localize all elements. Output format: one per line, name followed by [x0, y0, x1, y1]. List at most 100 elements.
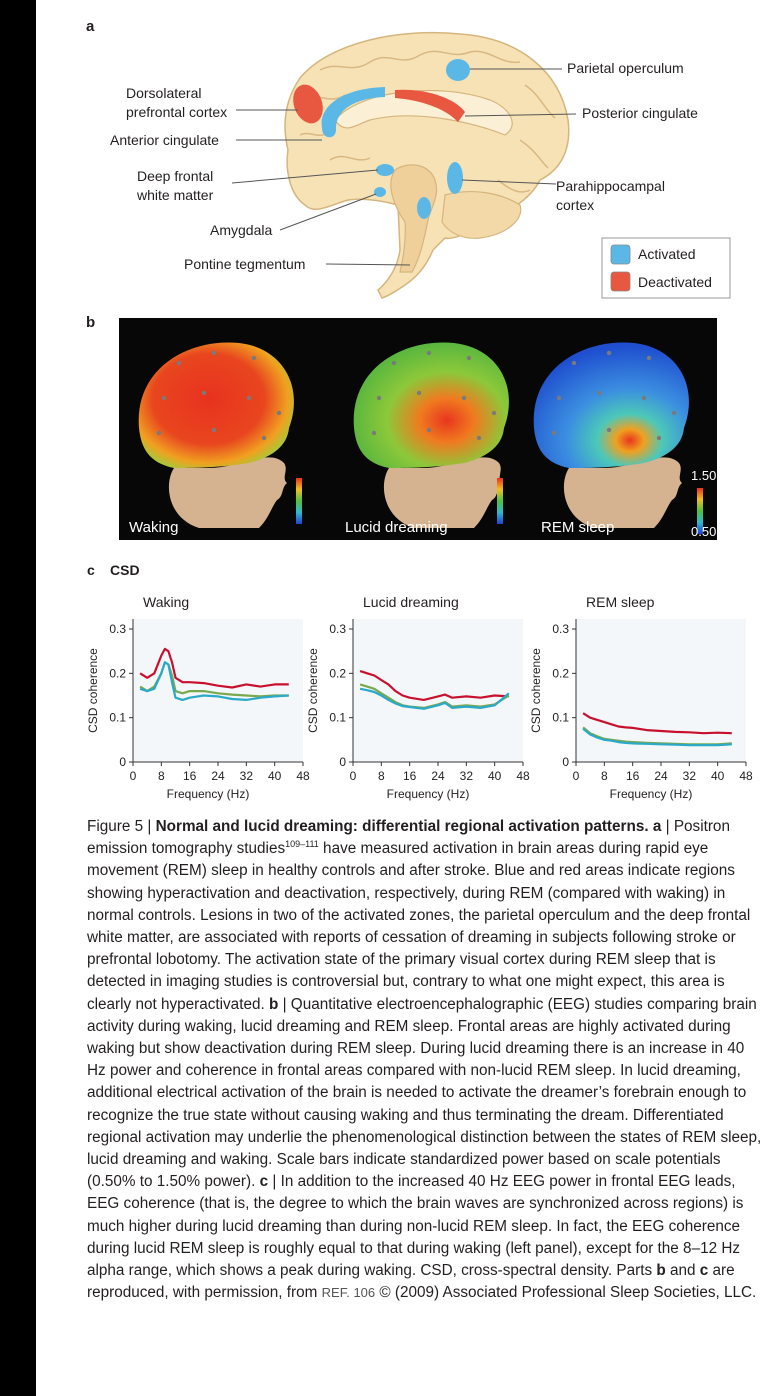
label-parietal-operculum: Parietal operculum	[567, 60, 684, 76]
amygdala-region	[374, 187, 386, 197]
label-dorsolateral: Dorsolateral	[126, 85, 201, 101]
x-tick-label-2: 40	[711, 769, 725, 783]
x-tick-label-2: 8	[601, 769, 608, 783]
chart-title-1: Lucid dreaming	[363, 594, 459, 610]
panel-b-label: b	[86, 314, 96, 331]
label-amygdala: Amygdala	[210, 222, 272, 238]
legend-deactivated-label: Deactivated	[638, 274, 712, 290]
chart-title-0: Waking	[143, 594, 189, 610]
head-waking	[138, 342, 294, 528]
x-tick-label-1: 16	[403, 769, 417, 783]
y-axis-label-1: CSD coherence	[306, 648, 320, 733]
series-red-0	[139, 647, 289, 689]
figure-caption: Figure 5 | Normal and lucid dreaming: di…	[87, 816, 767, 1304]
legend-activated-label: Activated	[638, 246, 696, 262]
x-tick-label-0: 8	[158, 769, 165, 783]
head-rem-sleep	[533, 342, 689, 528]
label-posterior-cingulate: Posterior cingulate	[582, 105, 698, 121]
caption-c-and: and	[665, 1262, 700, 1280]
panel-c-label: c	[87, 562, 95, 578]
series-blue-0	[139, 661, 289, 701]
caption-rem-sleep: REM sleep	[541, 519, 614, 536]
panel-a-label: a	[86, 18, 95, 35]
x-tick-label-2: 24	[654, 769, 668, 783]
anterior-cingulate-region	[321, 87, 385, 138]
x-tick-label-1: 48	[516, 769, 530, 783]
scale-bar-waking	[296, 478, 302, 524]
x-tick-label-0: 0	[130, 769, 137, 783]
eeg-head-maps: 1.50 0.50 Waking Lucid dreaming REM slee…	[119, 318, 717, 540]
caption-b-text: | Quantitative electroencephalographic (…	[87, 995, 762, 1191]
label-cortex: cortex	[556, 197, 594, 213]
y-tick-label-2: 0	[562, 755, 569, 769]
x-tick-label-1: 32	[460, 769, 474, 783]
panel-c-title: CSD	[110, 562, 140, 578]
label-deep-frontal: Deep frontal	[137, 168, 213, 184]
caption-c-text-1: | In addition to the increased 40 Hz EEG…	[87, 1173, 744, 1280]
caption-c-text-2: are reproduced, with permission, from	[87, 1262, 735, 1302]
label-white-matter: white matter	[136, 187, 214, 203]
label-parahippocampal: Parahippocampal	[556, 178, 665, 194]
y-axis-label-2: CSD coherence	[529, 648, 543, 733]
cerebellum	[441, 190, 522, 239]
y-tick-label-2: 0.2	[552, 666, 569, 680]
y-tick-label-1: 0.1	[329, 711, 346, 725]
y-axis-label-0: CSD coherence	[86, 648, 100, 733]
caption-c-text-3: © (2009) Associated Professional Sleep S…	[375, 1284, 757, 1302]
label-prefrontal-cortex: prefrontal cortex	[126, 104, 227, 120]
brain-diagram: Dorsolateral prefrontal cortex Anterior …	[110, 31, 731, 299]
y-tick-label-2: 0.1	[552, 711, 569, 725]
brainstem	[390, 164, 438, 273]
x-axis-label-0: Frequency (Hz)	[167, 787, 250, 801]
caption-a-refs: 109–111	[285, 839, 319, 850]
scale-bar-rem	[697, 488, 703, 534]
scale-bar-lucid	[497, 478, 503, 524]
caption-a-text-1: | Positron emission tomography studies	[87, 818, 730, 858]
x-tick-label-0: 32	[240, 769, 254, 783]
dorsolateral-prefrontal-region	[293, 84, 323, 124]
y-tick-label-1: 0.2	[329, 666, 346, 680]
y-tick-label-1: 0	[339, 755, 346, 769]
caption-a-text-2: have measured activation in brain areas …	[87, 840, 751, 1013]
y-tick-label-0: 0	[119, 755, 126, 769]
deep-frontal-region	[376, 164, 394, 176]
parahippocampal-region	[447, 162, 463, 194]
page-margin-bar	[0, 0, 36, 1396]
x-axis-label-1: Frequency (Hz)	[387, 787, 470, 801]
parietal-operculum-region	[446, 59, 470, 81]
x-tick-label-2: 16	[626, 769, 640, 783]
brain-outline	[284, 31, 570, 299]
caption-b-label: b	[268, 995, 279, 1013]
caption-lucid-dreaming: Lucid dreaming	[345, 519, 448, 536]
label-anterior-cingulate: Anterior cingulate	[110, 132, 219, 148]
caption-title: Normal and lucid dreaming: differential …	[155, 818, 649, 835]
caption-a-label: a	[652, 818, 662, 835]
leader-lines	[231, 68, 577, 266]
x-tick-label-2: 32	[683, 769, 697, 783]
x-tick-label-0: 40	[268, 769, 282, 783]
posterior-cingulate-region	[395, 89, 465, 122]
caption-figure-label: Figure 5 |	[87, 818, 156, 835]
x-tick-label-0: 24	[211, 769, 225, 783]
plot-area-2	[576, 619, 746, 762]
chart-title-2: REM sleep	[586, 594, 655, 610]
legend-deactivated-swatch	[610, 271, 631, 292]
y-tick-label-0: 0.1	[109, 711, 126, 725]
series-blue-2	[582, 727, 732, 747]
caption-c-c: c	[699, 1262, 709, 1280]
caption-ref-link[interactable]: REF. 106	[321, 1285, 376, 1301]
series-red-1	[359, 670, 509, 701]
x-tick-label-1: 40	[488, 769, 502, 783]
csd-charts: Waking 0 0.1 0.2 0.3 0 8 16 24 32 40 48 Frequency (H…	[86, 594, 753, 801]
y-tick-label-0: 0.2	[109, 666, 126, 680]
x-tick-label-2: 48	[739, 769, 753, 783]
plot-area-1	[353, 619, 523, 762]
label-pontine-tegmentum: Pontine tegmentum	[184, 256, 305, 272]
y-tick-label-1: 0.3	[329, 622, 346, 636]
x-tick-label-1: 24	[431, 769, 445, 783]
caption-c-b: b	[656, 1262, 666, 1280]
series-blue-1	[359, 687, 510, 710]
x-tick-label-1: 0	[350, 769, 357, 783]
x-axis-label-2: Frequency (Hz)	[610, 787, 693, 801]
electrode-dots	[156, 350, 677, 441]
